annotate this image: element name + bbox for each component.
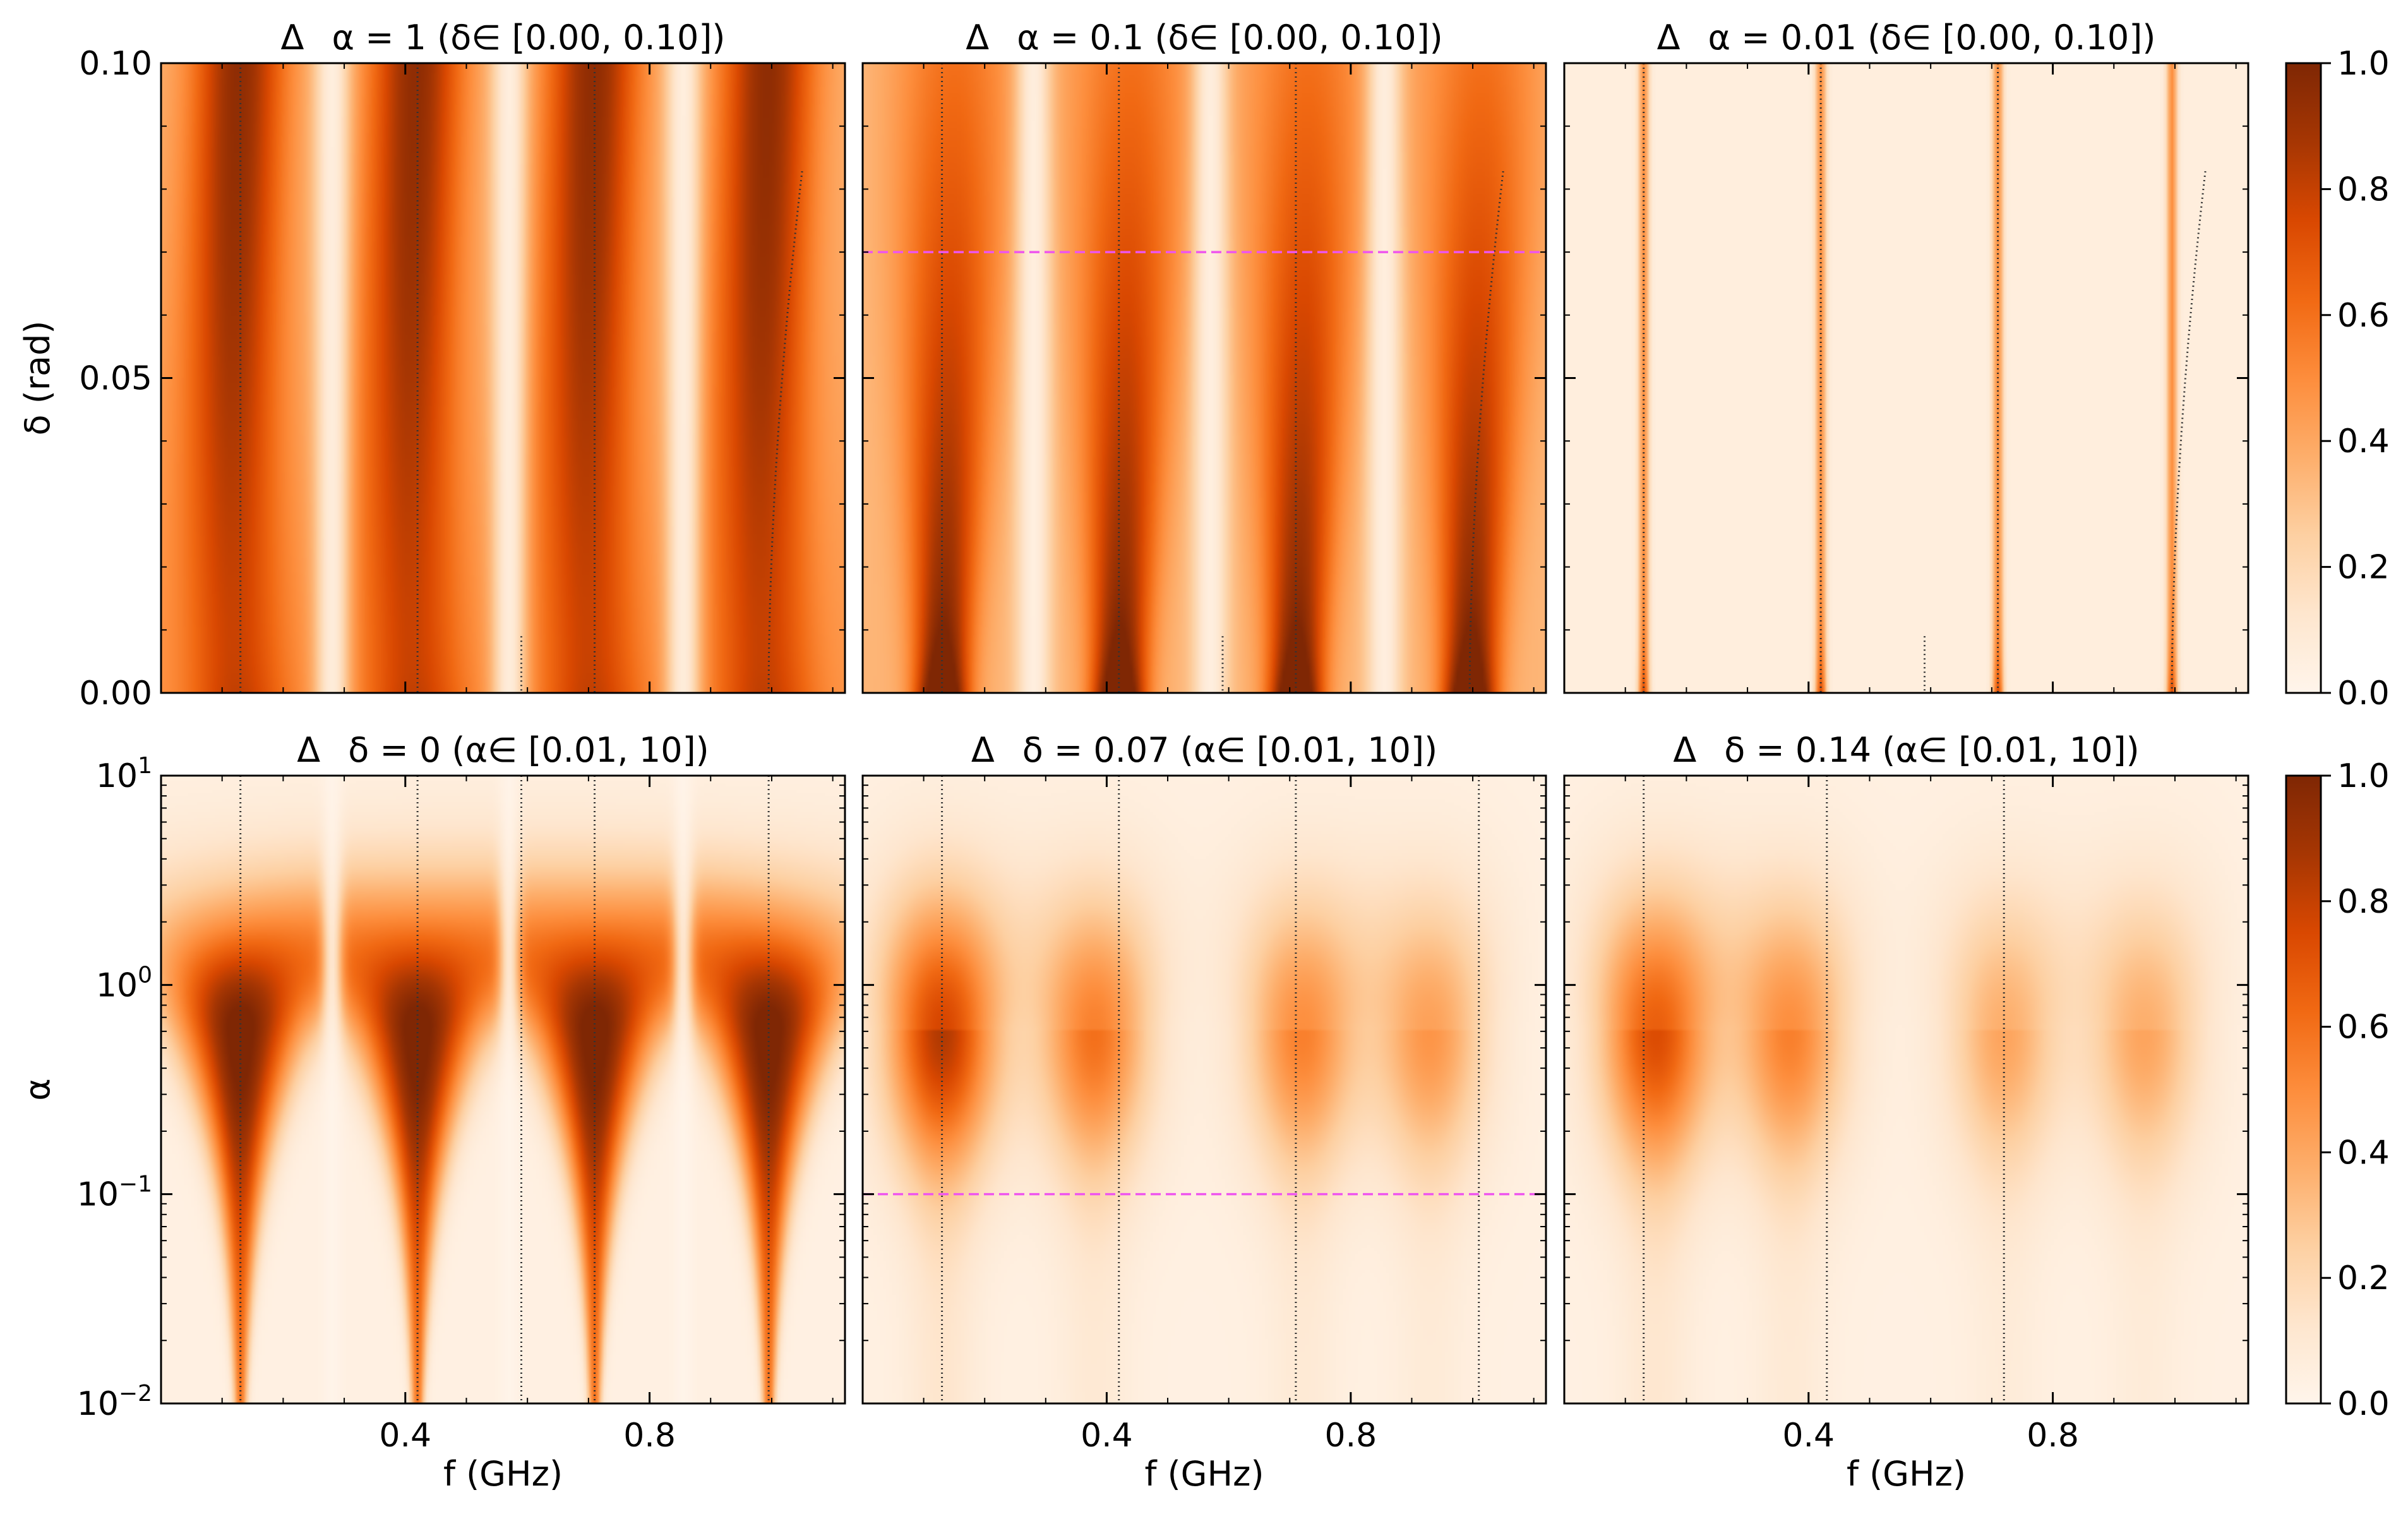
colorbar-tick-label: 0.0 xyxy=(2337,1385,2390,1423)
resonance-dotted-line xyxy=(2171,170,2207,694)
colorbar-tick-label: 1.0 xyxy=(2337,757,2390,795)
y-tick-exponent: −2 xyxy=(119,1381,152,1407)
y-tick-base: 10 xyxy=(96,757,138,795)
colorbar-tick-label: 1.0 xyxy=(2337,45,2390,83)
y-tick-label: 100 xyxy=(96,962,152,1004)
x-tick-label: 0.4 xyxy=(1782,1417,1835,1455)
title-delta-symbol: Δ xyxy=(1657,18,1680,57)
x-axis-label: f (GHz) xyxy=(1144,1454,1264,1494)
colorbar-tick-label: 0.6 xyxy=(2337,297,2390,335)
colorbar-gradient xyxy=(2285,774,2322,1405)
heatmap-panel-6: 0.4 0.8 Δ δ = 0.14 (α∈ [0.01, 10]) f (GHz) xyxy=(1563,730,2249,1494)
resonance-dotted-line xyxy=(767,170,803,694)
x-tick-label: 0.4 xyxy=(379,1417,431,1455)
title-text: α = 1 (δ∈ [0.00, 0.10]) xyxy=(332,18,725,57)
panel-frame xyxy=(1563,774,2249,1405)
y-tick-exponent: −1 xyxy=(119,1172,152,1198)
y-tick-label: 0.10 xyxy=(79,45,152,83)
panel-grid: 0.00 0.05 0.10 Δ α = 1 (δ∈ [0.00, 0.10]) δ (r… xyxy=(18,18,2249,1494)
colorbar-tick-label: 0.6 xyxy=(2337,1009,2390,1047)
heatmap-image xyxy=(863,63,1546,693)
title-delta-symbol: Δ xyxy=(966,18,989,57)
y-tick-label: 101 xyxy=(96,753,152,795)
title-delta-symbol: Δ xyxy=(971,730,995,770)
panel-frame xyxy=(160,774,846,1405)
y-axis-label: α xyxy=(18,1078,57,1101)
y-tick-label: 10−2 xyxy=(77,1381,152,1423)
y-tick-exponent: 1 xyxy=(138,753,152,779)
colorbar-gradient xyxy=(2285,62,2322,694)
y-tick-base: 10 xyxy=(77,1385,119,1423)
colorbar-tick-label: 0.0 xyxy=(2337,675,2390,712)
heatmap-image xyxy=(1564,776,2248,1403)
heatmap-image xyxy=(161,63,845,693)
title-delta-symbol: Δ xyxy=(297,730,320,770)
y-tick-base: 10 xyxy=(77,1176,119,1214)
colorbar-tick-label: 0.4 xyxy=(2337,423,2390,460)
heatmap-image xyxy=(1564,63,2248,693)
heatmap-image xyxy=(863,776,1546,1403)
title-text: δ = 0.07 (α∈ [0.01, 10]) xyxy=(1022,730,1437,770)
y-axis-label: δ (rad) xyxy=(18,321,57,436)
x-tick-label: 0.8 xyxy=(623,1417,676,1455)
title-text: α = 0.1 (δ∈ [0.00, 0.10]) xyxy=(1017,18,1443,57)
title-text: α = 0.01 (δ∈ [0.00, 0.10]) xyxy=(1708,18,2156,57)
colorbar-tick-label: 0.4 xyxy=(2337,1134,2390,1172)
x-axis-label: f (GHz) xyxy=(1847,1454,1966,1494)
x-axis-label: f (GHz) xyxy=(443,1454,563,1494)
heatmap-image xyxy=(161,776,845,1403)
title-text: δ = 0 (α∈ [0.01, 10]) xyxy=(348,730,709,770)
colorbar-1: 0.0 0.2 0.4 0.6 0.8 1.0 xyxy=(2285,45,2390,712)
y-tick-base: 10 xyxy=(96,966,138,1004)
colorbar-2: 0.0 0.2 0.4 0.6 0.8 1.0 xyxy=(2285,757,2390,1423)
colorbar-tick-label: 0.8 xyxy=(2337,171,2390,208)
colorbar-tick-label: 0.2 xyxy=(2337,1259,2390,1297)
y-tick-label: 0.00 xyxy=(79,675,152,712)
colorbar-tick-label: 0.2 xyxy=(2337,549,2390,587)
colorbar-tick-label: 0.8 xyxy=(2337,883,2390,921)
heatmap-panel-1: 0.00 0.05 0.10 Δ α = 1 (δ∈ [0.00, 0.10]) δ (r… xyxy=(18,18,846,712)
x-tick-label: 0.8 xyxy=(1325,1417,1377,1455)
y-tick-label: 0.05 xyxy=(79,360,152,398)
y-tick-label: 10−1 xyxy=(77,1172,152,1214)
colorbars: 0.0 0.2 0.4 0.6 0.8 1.0 0.0 0.2 0.4 0.6 0.8 1.0 xyxy=(2285,45,2390,1423)
resonance-dotted-line xyxy=(1468,170,1504,694)
title-delta-symbol: Δ xyxy=(1673,730,1696,770)
panel-frame xyxy=(861,774,1547,1405)
heatmap-panel-5: 0.4 0.8 Δ δ = 0.07 (α∈ [0.01, 10]) f (GHz) xyxy=(861,730,1547,1494)
x-tick-label: 0.8 xyxy=(2027,1417,2079,1455)
title-delta-symbol: Δ xyxy=(281,18,304,57)
title-text: δ = 0.14 (α∈ [0.01, 10]) xyxy=(1724,730,2139,770)
y-tick-exponent: 0 xyxy=(138,962,152,988)
x-tick-label: 0.4 xyxy=(1081,1417,1133,1455)
